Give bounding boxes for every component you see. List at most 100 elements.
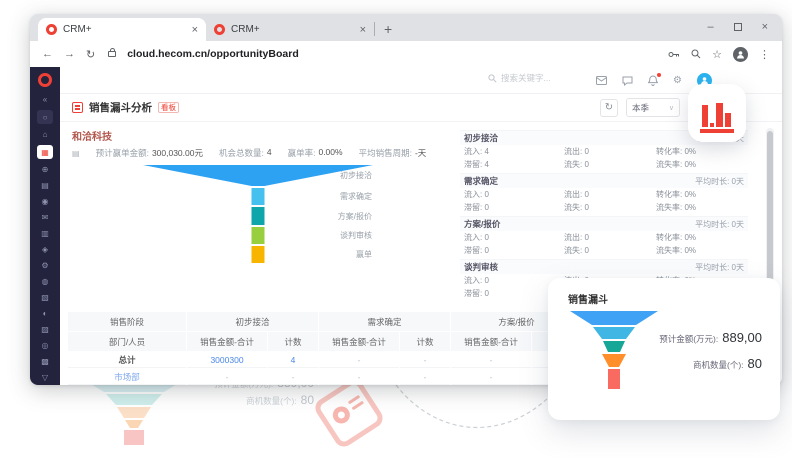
module-14-icon[interactable]: ▽ [41, 373, 49, 382]
funnel-stage-label: 需求确定 [340, 192, 372, 201]
search-icon[interactable]: ○ [37, 110, 53, 124]
card-funnel-stage-shape [603, 341, 625, 352]
home-icon[interactable]: ⌂ [42, 130, 48, 139]
collapse-icon[interactable]: « [42, 95, 48, 104]
global-search[interactable] [488, 73, 611, 83]
key-icon[interactable] [668, 51, 680, 58]
maximize-button[interactable] [733, 23, 742, 31]
page-header: 销售漏斗分析 看板 ↻ 本季 ∨ [60, 94, 782, 122]
stage-metric: 流失率: 0% [656, 246, 697, 255]
funnel-board-icon[interactable]: ▦ [37, 145, 53, 159]
module-6-icon[interactable]: ◈ [41, 245, 49, 254]
hecom-logo-icon [38, 73, 52, 87]
url-path: /opportunityBoard [207, 48, 299, 60]
stage-metric: 滞留: 0 [464, 203, 489, 212]
summary-stats: ▤ 预计赢单金额: 300,030.00元 机会总数量: 4 赢单率: 0.00% 平… [72, 147, 426, 159]
forward-icon[interactable]: → [64, 48, 75, 60]
ghost-funnel-shape [124, 430, 144, 445]
new-tab-button[interactable]: + [384, 21, 393, 37]
table-name-header: 部门/人员 [68, 332, 186, 351]
tab-close-icon[interactable]: × [191, 23, 198, 36]
funnel-stage-shape [143, 165, 373, 186]
card-count-stat: 商机数量(个): 80 [693, 356, 762, 371]
funnel-stage-shape [251, 188, 265, 205]
module-13-icon[interactable]: ▩ [41, 357, 49, 366]
watermark-ring-icon [329, 403, 354, 427]
tab-close-icon[interactable]: × [359, 23, 366, 36]
browser-tab-1[interactable]: CRM+ × [38, 18, 206, 41]
bell-icon[interactable] [648, 72, 663, 86]
stat-avg-cycle: 平均销售周期: -天 [359, 147, 427, 159]
module-2-icon[interactable]: ▤ [41, 181, 49, 190]
funnel-stage-label: 谈判审核 [340, 231, 372, 240]
period-dropdown[interactable]: 本季 ∨ [626, 98, 680, 117]
close-button[interactable]: × [761, 21, 768, 33]
funnel-stage-label: 初步接洽 [340, 171, 372, 180]
module-12-icon[interactable]: ◎ [41, 341, 49, 350]
table-stage-group-header: 需求确定 [319, 312, 450, 331]
browser-menu-icon[interactable]: ⋮ [759, 48, 770, 61]
table-cell: - [268, 369, 318, 385]
module-10-icon[interactable]: ◐ [42, 309, 48, 318]
sales-funnel-card: 销售漏斗 预计金额(万元): 889,00 商机数量(个): 80 [548, 278, 780, 420]
person-icon [737, 50, 744, 58]
tab-title: CRM+ [63, 24, 92, 35]
module-5-icon[interactable]: ▥ [41, 229, 49, 238]
table-cell: - [400, 352, 450, 368]
funnel-stage-label: 方案/报价 [337, 212, 372, 221]
tab-title: CRM+ [231, 24, 260, 35]
card-funnel-stage-shape [593, 327, 635, 339]
url-text[interactable]: cloud.hecom.cn/opportunityBoard [127, 48, 299, 60]
table-cell: - [319, 352, 399, 368]
gear-icon[interactable]: ⚙ [673, 75, 682, 86]
bar-chart-icon [700, 103, 734, 133]
browser-tab-2[interactable]: CRM+ × [206, 18, 374, 41]
tab-strip: CRM+ × CRM+ × + – × [30, 14, 782, 41]
stat-label: 平均销售周期: [358, 148, 412, 158]
card-amount-stat: 预计金额(万元): 889,00 [659, 330, 762, 345]
table-amount-header: 销售金额-合计 [187, 332, 267, 351]
card-count-value: 80 [747, 356, 762, 371]
app-topbar: ⚙ [60, 67, 782, 94]
card-funnel-stage-shape [570, 311, 658, 325]
module-3-icon[interactable]: ◉ [41, 197, 49, 206]
search-input[interactable] [501, 73, 611, 83]
module-9-icon[interactable]: ▧ [41, 293, 49, 302]
module-1-icon[interactable]: ⊕ [41, 165, 49, 174]
browser-window: CRM+ × CRM+ × + – × ← → ↻ cloud.hecom.cn… [30, 14, 782, 385]
module-8-icon[interactable]: ◍ [41, 277, 49, 286]
stage-metric: 滞留: 4 [464, 160, 489, 169]
stage-metric: 流失: 0 [564, 160, 589, 169]
zoom-icon[interactable] [691, 49, 701, 59]
main-funnel [143, 165, 373, 263]
table-cell[interactable]: 3000300 [187, 352, 267, 368]
module-7-icon[interactable]: ⚙ [41, 261, 49, 270]
card-amount-label: 预计金额(万元): [659, 334, 719, 344]
table-row-name[interactable]: 市场部 [68, 369, 186, 385]
search-icon [488, 73, 497, 83]
table-cell[interactable]: 4 [268, 352, 318, 368]
module-4-icon[interactable]: ✉ [41, 213, 49, 222]
reload-icon[interactable]: ↻ [86, 48, 96, 61]
chat-icon[interactable] [622, 76, 633, 86]
browser-profile-avatar[interactable] [733, 46, 748, 62]
refresh-button[interactable]: ↻ [600, 98, 618, 117]
card-amount-value: 889,00 [722, 330, 762, 345]
table-corner-header: 销售阶段 [68, 312, 186, 331]
vertical-scrollbar[interactable] [766, 128, 774, 380]
stage-section: 方案/报价 平均时长: 0天 流入: 0 流出: 0 转化率: 0% 滞留: 0 流失: 0… [460, 216, 748, 257]
stage-name: 谈判审核 [464, 262, 499, 272]
bookmark-star-icon[interactable]: ☆ [712, 48, 722, 61]
stat-label: 赢单率: [287, 148, 316, 158]
chevron-down-icon: ∨ [668, 104, 674, 112]
minimize-button[interactable]: – [707, 21, 714, 33]
scrollbar-thumb[interactable] [767, 131, 773, 349]
mail-icon[interactable] [596, 76, 608, 85]
table-cell: - [451, 369, 531, 385]
table-cell: - [187, 369, 267, 385]
ghost-funnel-shape [106, 394, 162, 405]
funnel-stage-shape [251, 227, 265, 244]
page-title-tag: 看板 [158, 102, 179, 113]
module-11-icon[interactable]: ▨ [41, 325, 49, 334]
back-icon[interactable]: ← [42, 48, 53, 60]
